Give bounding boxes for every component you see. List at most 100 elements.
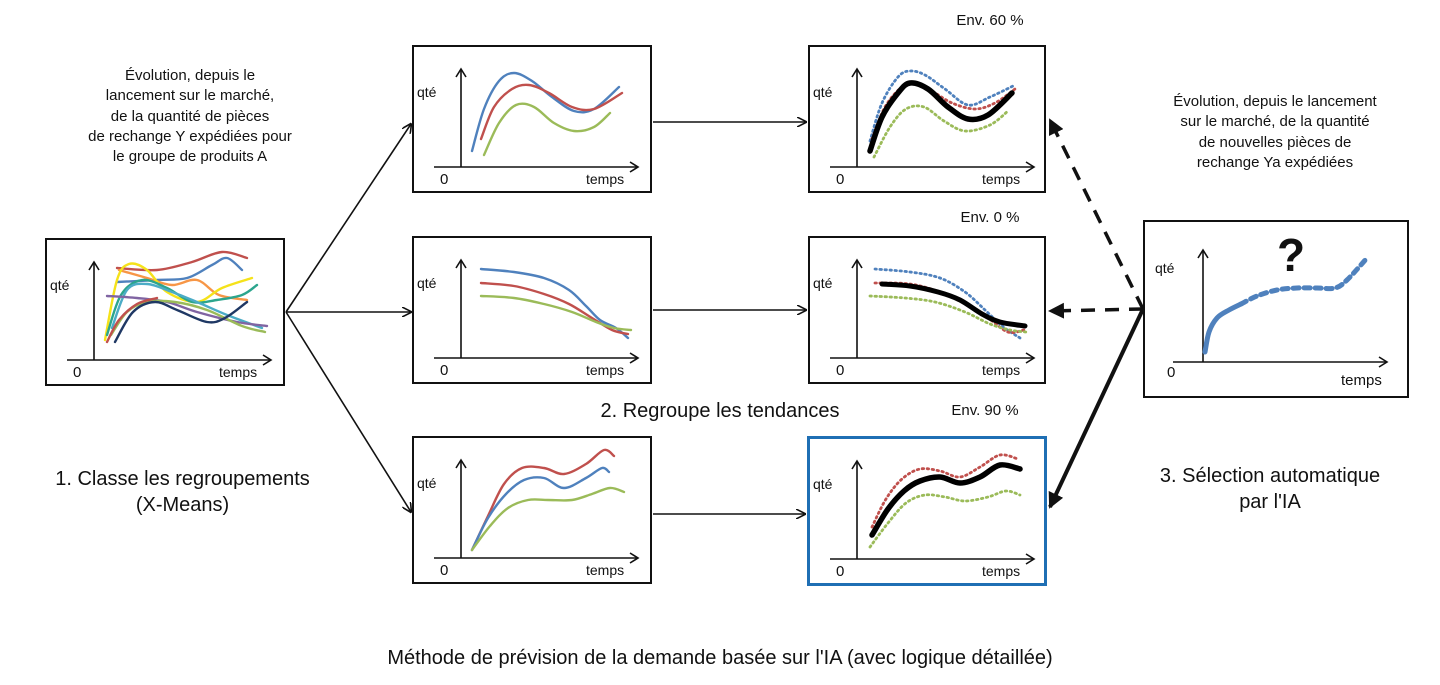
cluster-panel-1: qté 0 temps <box>412 45 652 193</box>
cluster-trend-curve <box>872 104 1010 159</box>
right-description-line: sur le marché, de la quantité <box>1180 113 1370 131</box>
panel-chart <box>67 250 273 366</box>
x-axis-arrowhead <box>629 352 640 364</box>
panel-chart <box>434 448 640 564</box>
trend-curve <box>479 294 633 332</box>
left-description: Évolution, depuis le lancement sur le ma… <box>40 66 340 167</box>
x-axis-arrowhead <box>262 354 273 366</box>
x-axis-label: temps <box>586 562 625 578</box>
panel-chart <box>434 67 640 173</box>
right-description: Évolution, depuis le lancement sur le ma… <box>1120 92 1430 173</box>
x-axis-label: temps <box>586 171 625 187</box>
y-axis-label: qté <box>1155 260 1175 276</box>
y-axis-arrowhead <box>851 258 863 269</box>
new-part-panel: qté 0 temps? <box>1143 220 1409 398</box>
cluster-panel-3: qté 0 temps <box>412 436 652 584</box>
step3-line: 3. Sélection automatique <box>1159 465 1381 487</box>
new-part-known-curve <box>1202 301 1244 355</box>
input-panel-group-a: qté 0 temps <box>45 238 285 386</box>
y-axis-label: qté <box>813 275 833 291</box>
trend-curve <box>482 102 612 157</box>
left-description-line: le groupe de produits A <box>112 148 268 165</box>
left-description-line: Évolution, depuis le <box>124 67 256 84</box>
percent-mid: Env. 0 % <box>960 209 1020 226</box>
right-description-line: rechange Ya expédiées <box>1196 153 1354 171</box>
trend-curve <box>105 294 269 328</box>
origin-label: 0 <box>836 362 845 379</box>
x-axis-arrowhead <box>629 161 640 173</box>
trend-curve <box>113 300 249 344</box>
origin-label: 0 <box>836 563 845 580</box>
trend-panel-1: qté 0 temps <box>808 45 1046 193</box>
trend-curve <box>103 262 254 342</box>
y-axis-arrowhead <box>851 459 863 470</box>
cluster-trend-curve <box>873 267 1022 340</box>
left-description-line: de rechange Y expédiées pour <box>88 127 292 145</box>
left-description-line: lancement sur le marché, <box>105 87 275 105</box>
y-axis-arrowhead <box>851 67 863 78</box>
cluster-trend-curve <box>868 69 1017 143</box>
average-trend-curve <box>879 281 1028 329</box>
average-trend-curve <box>869 462 1023 538</box>
panel-chart <box>1173 248 1389 368</box>
y-axis-label: qté <box>417 475 437 491</box>
origin-label: 0 <box>836 171 845 188</box>
x-axis-arrowhead <box>1025 352 1036 364</box>
x-axis-label: temps <box>982 563 1021 579</box>
dashed-arrow-to-trend-1 <box>1048 118 1145 310</box>
step3-label: 3. Sélection automatique par l'IA <box>1120 463 1420 515</box>
y-axis-label: qté <box>417 275 437 291</box>
panel-chart <box>830 453 1036 565</box>
cluster-panel-2: qté 0 temps <box>412 236 652 384</box>
trend-curve <box>470 71 621 153</box>
new-part-forecast-curve <box>1238 255 1370 307</box>
y-axis-label: qté <box>50 277 70 293</box>
x-axis-label: temps <box>982 171 1021 187</box>
x-axis-arrowhead <box>1378 356 1389 368</box>
diagram-caption: Méthode de prévision de la demande basée… <box>387 647 1053 669</box>
y-axis-arrowhead <box>88 260 100 271</box>
trend-curve <box>470 448 616 552</box>
step1-line: 1. Classe les regroupements <box>55 468 310 490</box>
y-axis-arrowhead <box>1197 248 1209 259</box>
y-axis-label: qté <box>417 84 437 100</box>
cluster-trend-curve <box>870 453 1020 529</box>
y-axis-arrowhead <box>455 258 467 269</box>
y-axis-label: qté <box>813 84 833 100</box>
x-axis-arrowhead <box>1025 161 1036 173</box>
trend-panel-2: qté 0 temps <box>808 236 1046 384</box>
origin-label: 0 <box>440 562 449 579</box>
y-axis-arrowhead <box>455 458 467 469</box>
panel-chart <box>830 67 1036 173</box>
cluster-trend-curve <box>868 489 1022 549</box>
question-mark: ? <box>1277 229 1306 281</box>
step2-label: 2. Regroupe les tendances <box>600 400 840 422</box>
origin-label: 0 <box>440 362 449 379</box>
step1-label: 1. Classe les regroupements (X-Means) <box>15 466 350 518</box>
x-axis-label: temps <box>1341 372 1382 389</box>
x-axis-arrowhead <box>1025 553 1036 565</box>
percent-bottom: Env. 90 % <box>951 402 1019 419</box>
left-description-line: de la quantité de pièces <box>110 107 270 125</box>
panel-chart <box>830 258 1036 364</box>
step1-line: (X-Means) <box>135 494 230 516</box>
x-axis-label: temps <box>586 362 625 378</box>
origin-label: 0 <box>73 364 82 381</box>
trend-curve <box>110 282 264 330</box>
y-axis-label: qté <box>813 476 833 492</box>
x-axis-label: temps <box>219 364 258 380</box>
percent-top: Env. 60 % <box>956 12 1024 29</box>
origin-label: 0 <box>1167 364 1176 381</box>
trend-panel-3-selected: qté 0 temps <box>807 436 1047 586</box>
trend-curve <box>479 83 624 141</box>
dashed-arrow-to-trend-2 <box>1048 302 1144 319</box>
cluster-trend-curve <box>868 294 1028 334</box>
right-description-line: Évolution, depuis le lancement <box>1173 93 1377 110</box>
average-trend-curve <box>867 80 1015 154</box>
origin-label: 0 <box>440 171 449 188</box>
arrow-input-to-cluster-1 <box>285 124 411 313</box>
trend-curve <box>470 466 611 552</box>
trend-curve <box>105 296 159 344</box>
y-axis-arrowhead <box>455 67 467 78</box>
